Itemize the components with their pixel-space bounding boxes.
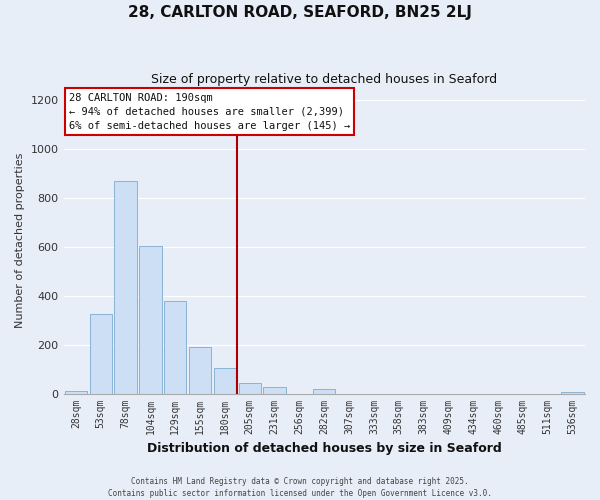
- X-axis label: Distribution of detached houses by size in Seaford: Distribution of detached houses by size …: [147, 442, 502, 455]
- Bar: [214, 368, 236, 394]
- Bar: [89, 314, 112, 394]
- Bar: [164, 300, 187, 394]
- Bar: [115, 181, 137, 394]
- Y-axis label: Number of detached properties: Number of detached properties: [15, 153, 25, 328]
- Bar: [65, 391, 87, 394]
- Text: 28 CARLTON ROAD: 190sqm
← 94% of detached houses are smaller (2,399)
6% of semi-: 28 CARLTON ROAD: 190sqm ← 94% of detache…: [69, 92, 350, 130]
- Bar: [189, 347, 211, 394]
- Bar: [562, 392, 584, 394]
- Bar: [263, 388, 286, 394]
- Title: Size of property relative to detached houses in Seaford: Size of property relative to detached ho…: [151, 72, 497, 86]
- Text: Contains HM Land Registry data © Crown copyright and database right 2025.
Contai: Contains HM Land Registry data © Crown c…: [108, 476, 492, 498]
- Text: 28, CARLTON ROAD, SEAFORD, BN25 2LJ: 28, CARLTON ROAD, SEAFORD, BN25 2LJ: [128, 5, 472, 20]
- Bar: [313, 388, 335, 394]
- Bar: [239, 382, 261, 394]
- Bar: [139, 246, 161, 394]
